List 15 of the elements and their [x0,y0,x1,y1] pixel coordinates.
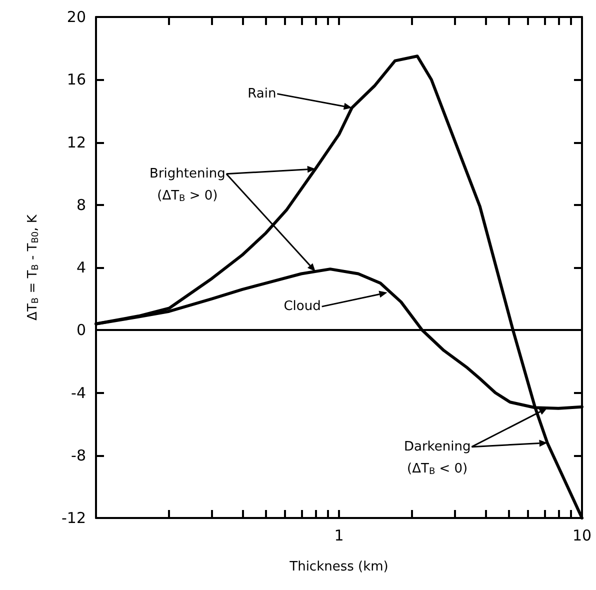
x-tick-label: 1 [334,526,344,544]
y-tick-label: 0 [76,321,86,340]
y-tick-label: 8 [76,196,86,214]
y-tick-label: -8 [71,446,86,464]
x-axis-title: Thickness (km) [288,560,388,574]
y-tick-label: 4 [76,258,86,276]
y-tick-label: -12 [62,509,86,527]
y-axis-title: ΔTB = TB - TB0, K [26,214,41,320]
y-tick-label: -4 [71,384,86,402]
y-tick-label: 20 [66,8,86,26]
y-tick-label: 16 [66,70,86,89]
x-tick-label: 10 [572,526,592,544]
y-tick-label: 12 [66,133,86,152]
annotation: Rain [248,86,276,102]
annotation: Cloud [284,299,321,314]
